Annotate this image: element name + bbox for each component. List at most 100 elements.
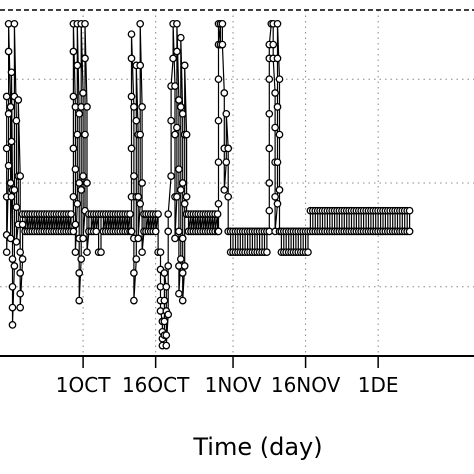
data-point bbox=[178, 179, 187, 187]
data-point bbox=[162, 282, 171, 291]
data-point bbox=[69, 92, 78, 101]
data-point bbox=[12, 237, 21, 246]
data-point bbox=[97, 248, 105, 257]
x-axis-ticks: P1OCT16OCT1NOV16NOV1DE bbox=[56, 356, 399, 397]
data-point bbox=[7, 192, 16, 201]
data-point bbox=[12, 203, 21, 212]
data-point bbox=[151, 227, 160, 236]
data-point bbox=[273, 158, 282, 167]
data-point bbox=[6, 234, 15, 243]
data-point bbox=[169, 54, 177, 63]
data-point bbox=[18, 220, 27, 229]
data-point bbox=[73, 130, 82, 139]
data-point bbox=[175, 289, 183, 298]
data-point bbox=[154, 210, 162, 218]
data-point bbox=[16, 303, 25, 312]
data-point bbox=[138, 179, 146, 187]
data-point bbox=[8, 321, 17, 329]
data-point bbox=[138, 248, 146, 257]
data-point bbox=[275, 75, 284, 84]
data-point bbox=[173, 19, 181, 28]
data-point bbox=[273, 103, 282, 111]
data-point bbox=[77, 186, 86, 194]
data-point bbox=[75, 296, 84, 305]
data-point bbox=[2, 248, 11, 257]
data-point bbox=[176, 186, 185, 194]
data-point bbox=[71, 248, 80, 257]
data-point bbox=[138, 103, 146, 111]
data-point bbox=[92, 227, 101, 236]
data-point bbox=[173, 192, 181, 201]
data-point bbox=[77, 255, 86, 263]
data-point bbox=[214, 199, 223, 208]
data-point bbox=[6, 103, 15, 111]
data-point bbox=[69, 144, 78, 153]
data-point bbox=[182, 130, 191, 139]
x-tick-label: 1NOV bbox=[205, 373, 262, 397]
x-tick-label: 1OCT bbox=[56, 373, 111, 397]
data-point bbox=[81, 130, 89, 139]
data-point bbox=[75, 179, 84, 187]
plot-frame bbox=[0, 9, 474, 357]
data-point bbox=[176, 255, 185, 263]
data-point bbox=[4, 161, 13, 170]
data-point bbox=[171, 130, 179, 139]
data-point bbox=[136, 19, 145, 28]
data-point bbox=[6, 179, 15, 187]
data-point bbox=[81, 19, 89, 28]
data-point bbox=[69, 192, 78, 201]
data-point bbox=[67, 210, 75, 218]
grid-lines bbox=[0, 10, 474, 356]
data-point bbox=[218, 19, 227, 28]
data-point bbox=[222, 158, 231, 167]
data-point bbox=[182, 192, 191, 201]
x-axis-title: Time (day) bbox=[192, 433, 322, 461]
data-point bbox=[83, 179, 91, 187]
data-point bbox=[175, 165, 183, 174]
data-point bbox=[134, 192, 143, 201]
data-point bbox=[273, 54, 282, 63]
data-point bbox=[130, 103, 138, 111]
data-point bbox=[214, 158, 223, 167]
data-point bbox=[178, 109, 187, 118]
data-point bbox=[73, 199, 82, 208]
data-point bbox=[156, 248, 165, 257]
data-point bbox=[7, 137, 16, 146]
data-point bbox=[2, 144, 11, 153]
data-point bbox=[180, 61, 189, 70]
data-point bbox=[304, 248, 312, 257]
data-point bbox=[176, 33, 185, 42]
data-point bbox=[136, 130, 145, 139]
data-point bbox=[79, 89, 87, 97]
data-point bbox=[271, 89, 279, 97]
data-point bbox=[175, 96, 183, 104]
data-point bbox=[178, 234, 187, 243]
data-point bbox=[73, 61, 82, 70]
data-series bbox=[2, 19, 414, 350]
data-point bbox=[16, 248, 25, 257]
data-point bbox=[69, 227, 78, 236]
data-point bbox=[220, 89, 229, 97]
data-point bbox=[171, 82, 179, 90]
data-point bbox=[130, 269, 138, 277]
data-point bbox=[162, 341, 171, 350]
data-point bbox=[173, 47, 181, 56]
data-point bbox=[224, 192, 233, 201]
data-point bbox=[127, 144, 136, 153]
data-point bbox=[220, 186, 229, 194]
x-tick-label: 16OCT bbox=[122, 373, 190, 397]
data-point bbox=[79, 172, 87, 180]
data-point bbox=[127, 92, 136, 101]
data-point bbox=[164, 210, 173, 218]
data-point bbox=[14, 96, 23, 104]
data-point bbox=[75, 109, 84, 118]
data-point bbox=[173, 123, 181, 132]
data-point bbox=[265, 109, 274, 118]
data-point bbox=[218, 40, 227, 49]
data-point bbox=[79, 234, 87, 243]
data-point bbox=[214, 116, 223, 125]
data-point bbox=[263, 248, 271, 257]
data-point bbox=[265, 206, 274, 215]
data-point bbox=[167, 172, 175, 180]
